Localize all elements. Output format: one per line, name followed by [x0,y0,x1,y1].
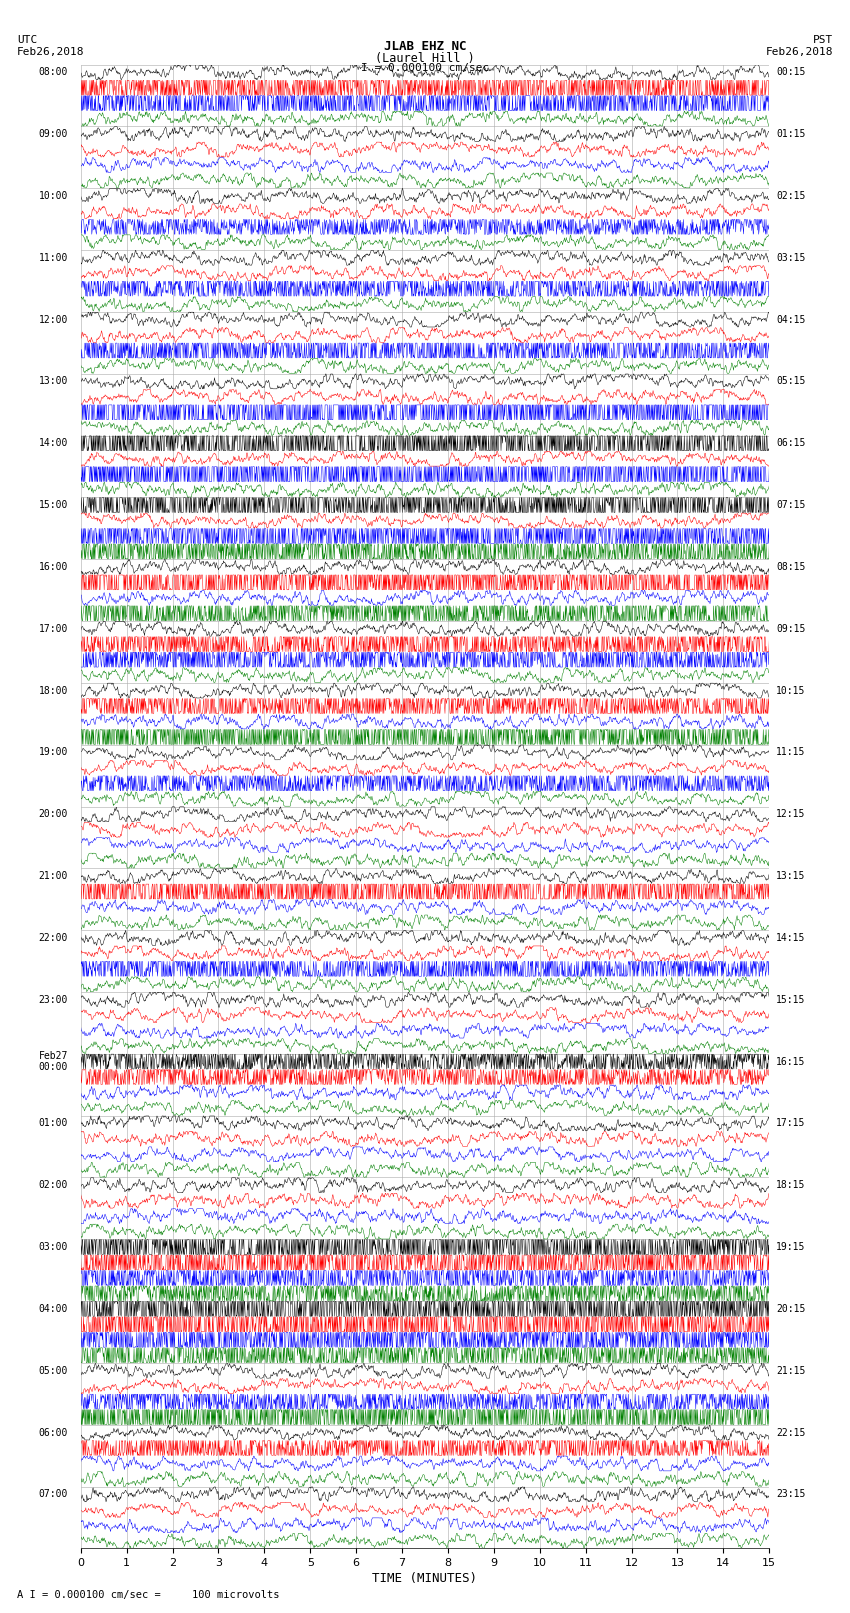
Text: 10:00: 10:00 [38,190,68,202]
Text: PST: PST [813,35,833,45]
Text: I = 0.000100 cm/sec: I = 0.000100 cm/sec [361,63,489,73]
X-axis label: TIME (MINUTES): TIME (MINUTES) [372,1573,478,1586]
Text: 01:00: 01:00 [38,1118,68,1129]
Text: 08:15: 08:15 [776,561,806,573]
Text: 11:15: 11:15 [776,747,806,758]
Text: 14:15: 14:15 [776,932,806,944]
Text: 09:15: 09:15 [776,624,806,634]
Text: 09:00: 09:00 [38,129,68,139]
Text: 23:00: 23:00 [38,995,68,1005]
Text: Feb26,2018: Feb26,2018 [17,47,84,56]
Text: 02:15: 02:15 [776,190,806,202]
Text: 22:00: 22:00 [38,932,68,944]
Text: 13:00: 13:00 [38,376,68,387]
Text: (Laurel Hill ): (Laurel Hill ) [375,52,475,65]
Text: 19:15: 19:15 [776,1242,806,1252]
Text: Feb27
00:00: Feb27 00:00 [38,1050,68,1073]
Text: 21:00: 21:00 [38,871,68,881]
Text: 00:15: 00:15 [776,68,806,77]
Text: Feb26,2018: Feb26,2018 [766,47,833,56]
Text: 07:00: 07:00 [38,1489,68,1500]
Text: 13:15: 13:15 [776,871,806,881]
Text: 14:00: 14:00 [38,439,68,448]
Text: 01:15: 01:15 [776,129,806,139]
Text: 16:00: 16:00 [38,561,68,573]
Text: 15:00: 15:00 [38,500,68,510]
Text: 17:15: 17:15 [776,1118,806,1129]
Text: 11:00: 11:00 [38,253,68,263]
Text: 22:15: 22:15 [776,1428,806,1437]
Text: JLAB EHZ NC: JLAB EHZ NC [383,40,467,53]
Text: 04:00: 04:00 [38,1303,68,1315]
Text: 08:00: 08:00 [38,68,68,77]
Text: 15:15: 15:15 [776,995,806,1005]
Text: 18:15: 18:15 [776,1181,806,1190]
Text: UTC: UTC [17,35,37,45]
Text: 06:15: 06:15 [776,439,806,448]
Text: 19:00: 19:00 [38,747,68,758]
Text: 12:15: 12:15 [776,810,806,819]
Text: 05:00: 05:00 [38,1366,68,1376]
Text: 16:15: 16:15 [776,1057,806,1066]
Text: 21:15: 21:15 [776,1366,806,1376]
Text: 17:00: 17:00 [38,624,68,634]
Text: 02:00: 02:00 [38,1181,68,1190]
Text: 06:00: 06:00 [38,1428,68,1437]
Text: 04:15: 04:15 [776,315,806,324]
Text: 20:00: 20:00 [38,810,68,819]
Text: A I = 0.000100 cm/sec =     100 microvolts: A I = 0.000100 cm/sec = 100 microvolts [17,1590,280,1600]
Text: 20:15: 20:15 [776,1303,806,1315]
Text: 23:15: 23:15 [776,1489,806,1500]
Text: 10:15: 10:15 [776,686,806,695]
Text: 05:15: 05:15 [776,376,806,387]
Text: 18:00: 18:00 [38,686,68,695]
Text: 12:00: 12:00 [38,315,68,324]
Text: 03:00: 03:00 [38,1242,68,1252]
Text: 07:15: 07:15 [776,500,806,510]
Text: 03:15: 03:15 [776,253,806,263]
